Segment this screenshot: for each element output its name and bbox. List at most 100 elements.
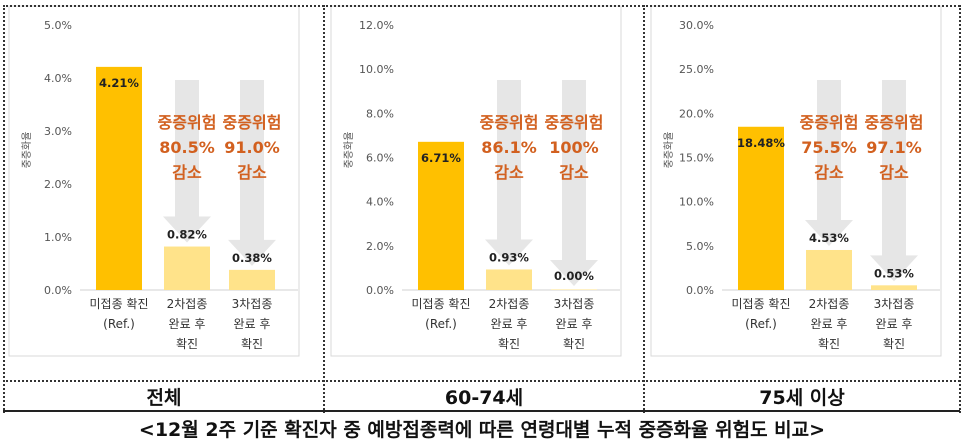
y-tick-label: 20.0% (679, 107, 714, 120)
y-tick-label: 2.0% (366, 240, 394, 253)
bar (551, 289, 597, 290)
decrease-arrow (805, 80, 853, 246)
y-tick-label: 8.0% (366, 107, 394, 120)
bar-value-label: 4.21% (99, 76, 139, 90)
chart-panel-all: 중증화율 0.0% 1.0% 2.0% 3.0% 4.0% 5.0% 4.21% 0.82% 0.… (8, 5, 316, 413)
chart-panel-60-74: 중증화율 0.0% 2.0% 4.0% 6.0% 8.0% 10.0% 12.0% 6.71% 0… (330, 5, 638, 413)
x-category-label: 미접종 확진 (411, 297, 470, 311)
bar (164, 246, 210, 290)
bar-value-label: 4.53% (809, 231, 849, 245)
x-category-label: 미접종 확진 (731, 297, 790, 311)
x-category-label: (Ref.) (425, 317, 457, 331)
y-tick-label: 15.0% (679, 152, 714, 165)
risk-reduction-annotation: 86.1% (481, 138, 537, 157)
figure-caption: <12월 2주 기준 확진자 중 예방접종력에 따른 연령대별 누적 중증화율 … (138, 419, 826, 441)
decrease-arrow (485, 80, 533, 266)
bar (871, 285, 917, 290)
y-tick-label: 6.0% (366, 152, 394, 165)
x-category-label: 확진 (563, 337, 585, 351)
x-category-label: 확진 (818, 337, 840, 351)
bar-value-label: 0.38% (232, 251, 272, 265)
x-category-label: 3차접종 (874, 297, 915, 311)
x-category-label: 미접종 확진 (89, 297, 148, 311)
risk-reduction-annotation: 감소 (559, 163, 589, 182)
risk-reduction-annotation: 중증위험 (223, 113, 282, 132)
risk-reduction-annotation: 감소 (172, 163, 202, 182)
y-axis-label: 중증화율 (343, 132, 355, 169)
risk-reduction-annotation: 97.1% (866, 138, 922, 157)
divider-left (3, 5, 5, 413)
chart-all-svg: 중증화율 0.0% 1.0% 2.0% 3.0% 4.0% 5.0% 4.21% 0.82% 0.… (8, 5, 300, 357)
x-category-label: 확진 (498, 337, 520, 351)
risk-reduction-annotation: 감소 (237, 163, 267, 182)
y-tick-label: 2.0% (44, 178, 72, 191)
decrease-arrow (163, 80, 211, 243)
x-category-label: 2차접종 (167, 297, 208, 311)
chart-75plus-svg: 중증화율 0.0% 5.0% 10.0% 15.0% 20.0% 25.0% 30.0% 18.… (650, 5, 942, 357)
risk-reduction-annotation: 중증위험 (158, 113, 217, 132)
bar (96, 66, 142, 290)
y-tick-label: 5.0% (44, 19, 72, 32)
x-category-label: (Ref.) (103, 317, 135, 331)
risk-reduction-annotation: 중증위험 (545, 113, 604, 132)
risk-reduction-annotation: 감소 (494, 163, 524, 182)
y-tick-label: 12.0% (359, 19, 394, 32)
group-label-all: 전체 (146, 387, 182, 409)
top-dotted-border (3, 5, 960, 7)
x-category-label: 확진 (176, 337, 198, 351)
bar-value-label: 0.53% (874, 266, 914, 280)
label-row-dotted-border (3, 380, 960, 382)
x-category-label: 완료 후 (876, 317, 913, 331)
y-tick-label: 4.0% (366, 196, 394, 209)
x-category-label: 2차접종 (489, 297, 530, 311)
risk-reduction-annotation: 75.5% (801, 138, 857, 157)
y-tick-label: 10.0% (359, 63, 394, 76)
risk-reduction-annotation: 100% (549, 138, 598, 157)
bar-value-label: 18.48% (737, 136, 785, 150)
y-axis-label: 중증화율 (663, 132, 675, 169)
decrease-arrow (550, 80, 598, 286)
divider-1 (323, 5, 325, 413)
decrease-arrow (870, 80, 918, 282)
risk-reduction-annotation: 91.0% (224, 138, 280, 157)
x-category-label: (Ref.) (745, 317, 777, 331)
risk-reduction-annotation: 중증위험 (800, 113, 859, 132)
y-axis-label: 중증화율 (21, 132, 33, 169)
group-label-60-74: 60-74세 (444, 387, 524, 409)
x-category-label: 완료 후 (556, 317, 593, 331)
bar-value-label: 6.71% (421, 151, 461, 165)
y-tick-label: 0.0% (44, 284, 72, 297)
y-tick-label: 30.0% (679, 19, 714, 32)
x-category-label: 완료 후 (491, 317, 528, 331)
y-tick-label: 1.0% (44, 231, 72, 244)
chart-panel-75plus: 중증화율 0.0% 5.0% 10.0% 15.0% 20.0% 25.0% 30.0% 18.… (650, 5, 958, 413)
risk-reduction-annotation: 중증위험 (865, 113, 924, 132)
y-tick-label: 0.0% (366, 284, 394, 297)
y-tick-label: 4.0% (44, 72, 72, 85)
y-tick-label: 25.0% (679, 63, 714, 76)
risk-reduction-annotation: 감소 (814, 163, 844, 182)
x-category-label: 완료 후 (169, 317, 206, 331)
y-tick-label: 3.0% (44, 125, 72, 138)
divider-right (959, 5, 961, 413)
y-tick-label: 0.0% (686, 284, 714, 297)
bar-value-label: 0.00% (554, 269, 594, 283)
bar (738, 126, 784, 290)
x-category-label: 완료 후 (234, 317, 271, 331)
bar (418, 141, 464, 290)
bar (806, 249, 852, 290)
bar-value-label: 0.93% (489, 250, 529, 264)
y-tick-label: 10.0% (679, 196, 714, 209)
risk-reduction-annotation: 중증위험 (480, 113, 539, 132)
x-category-label: 3차접종 (232, 297, 273, 311)
bar-value-label: 0.82% (167, 228, 207, 242)
x-category-label: 3차접종 (554, 297, 595, 311)
decrease-arrow (228, 80, 276, 266)
y-tick-label: 5.0% (686, 240, 714, 253)
bar (229, 269, 275, 290)
label-row-bottom-border (3, 410, 960, 412)
x-category-label: 2차접종 (809, 297, 850, 311)
divider-2 (643, 5, 645, 413)
x-category-label: 완료 후 (811, 317, 848, 331)
risk-reduction-annotation: 80.5% (159, 138, 215, 157)
